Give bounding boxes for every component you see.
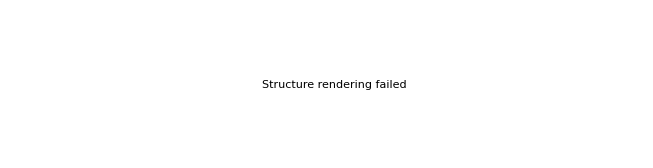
Text: Structure rendering failed: Structure rendering failed [263,80,407,90]
